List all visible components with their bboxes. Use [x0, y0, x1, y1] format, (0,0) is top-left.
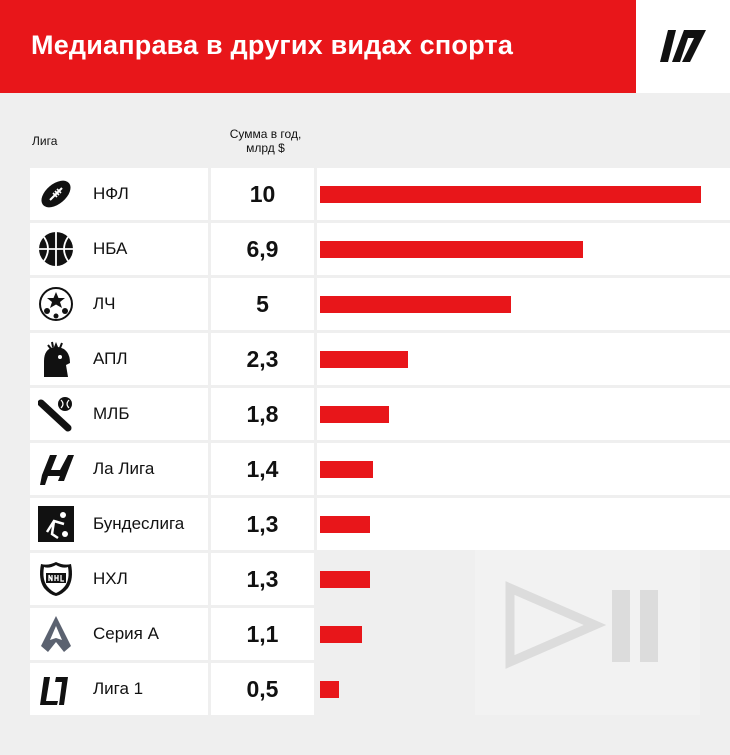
bar-cell: [317, 278, 730, 330]
value-label: 10: [211, 168, 314, 220]
league-cell: Серия А: [30, 608, 208, 660]
bar-cell: [317, 443, 730, 495]
baseball-icon: [37, 396, 74, 432]
league-cell: НБА: [30, 223, 208, 275]
page-title: Медиаправа в других видах спорта: [31, 30, 514, 60]
ligue-1-icon: [38, 671, 74, 707]
bar: [320, 406, 389, 423]
bar-cell: [317, 553, 730, 605]
value-label: 0,5: [211, 663, 314, 715]
bar: [320, 516, 370, 533]
league-name: ЛЧ: [93, 294, 116, 313]
title-banner: Медиаправа в других видах спорта: [0, 0, 636, 93]
play-pause-watermark: [475, 550, 700, 715]
nhl-shield-icon: [38, 561, 74, 597]
league-cell: МЛБ: [30, 388, 208, 440]
bar: [320, 571, 370, 588]
league-name: Серия А: [93, 624, 159, 643]
value-label: 6,9: [211, 223, 314, 275]
bar-cell: [317, 223, 730, 275]
basketball-icon: [38, 231, 74, 267]
value-label: 5: [211, 278, 314, 330]
bar: [320, 241, 583, 258]
league-name: МЛБ: [93, 404, 130, 423]
play-pause-icon: [505, 581, 658, 669]
football-icon: [38, 176, 74, 212]
league-name: НБА: [93, 239, 128, 258]
bar: [320, 681, 339, 698]
league-cell: Бундеслига: [30, 498, 208, 550]
brand-logo-icon: [660, 30, 706, 62]
champions-league-icon: [38, 286, 74, 322]
bar-cell: [317, 498, 730, 550]
bar-cell: [317, 608, 730, 660]
laliga-icon: [38, 451, 74, 487]
value-label: 1,8: [211, 388, 314, 440]
bar-cell: [317, 168, 730, 220]
bar: [320, 351, 408, 368]
column-header-sum-line2: млрд $: [246, 141, 285, 155]
brand-logo: [636, 0, 730, 93]
league-cell: НХЛ: [30, 553, 208, 605]
bar: [320, 461, 373, 478]
premier-league-lion-icon: [38, 341, 74, 377]
bar-cell: [317, 333, 730, 385]
league-cell: ЛЧ: [30, 278, 208, 330]
league-cell: АПЛ: [30, 333, 208, 385]
league-name: НХЛ: [93, 569, 128, 588]
column-header-sum: Сумма в год, млрд $: [218, 127, 313, 155]
bar: [320, 626, 362, 643]
value-label: 1,3: [211, 553, 314, 605]
bundesliga-icon: [38, 506, 74, 542]
value-label: 1,4: [211, 443, 314, 495]
league-name: АПЛ: [93, 349, 128, 368]
bar-cell: [317, 388, 730, 440]
league-name: Лига 1: [93, 679, 144, 698]
league-cell: Лига 1: [30, 663, 208, 715]
value-label: 1,3: [211, 498, 314, 550]
bar: [320, 186, 701, 203]
league-cell: Ла Лига: [30, 443, 208, 495]
column-header-sum-line1: Сумма в год,: [229, 127, 302, 141]
league-name: Бундеслига: [93, 514, 185, 533]
serie-a-icon: [38, 616, 74, 652]
league-cell: НФЛ: [30, 168, 208, 220]
league-name: НФЛ: [93, 184, 129, 203]
bar: [320, 296, 511, 313]
column-header-league: Лига: [32, 134, 58, 148]
league-name: Ла Лига: [93, 459, 155, 478]
value-label: 1,1: [211, 608, 314, 660]
bar-cell: [317, 663, 730, 715]
value-label: 2,3: [211, 333, 314, 385]
